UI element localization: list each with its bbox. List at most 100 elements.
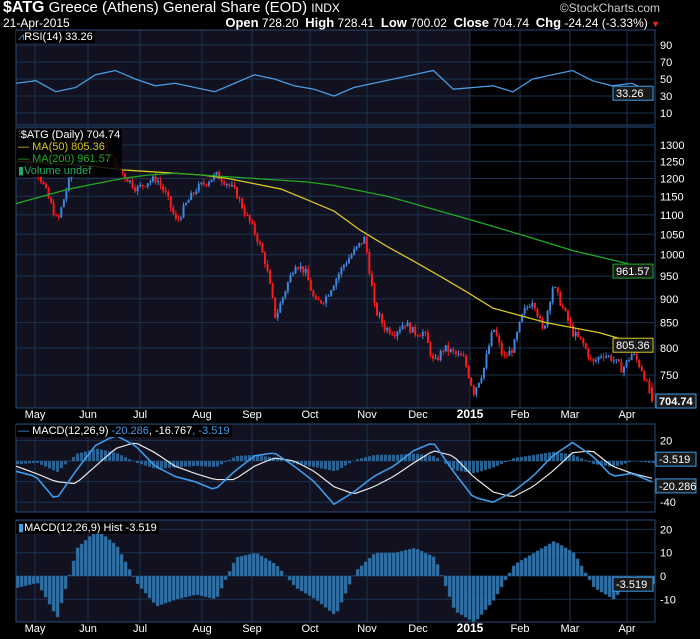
candle-body xyxy=(482,367,485,378)
high-value: 728.41 xyxy=(337,16,375,30)
hist-legend-value: , -3.519 xyxy=(192,425,230,437)
macd-hist-bar xyxy=(244,455,247,461)
hist-bar xyxy=(67,574,72,577)
macd-hist-bar xyxy=(240,455,243,461)
y-tick-label: 70 xyxy=(660,57,672,69)
hist-bar xyxy=(211,575,216,599)
hist-bar xyxy=(491,575,496,601)
hist-bar xyxy=(311,575,316,599)
low-value: 700.02 xyxy=(410,16,447,30)
candle-body xyxy=(276,312,279,318)
macd-hist-bar xyxy=(128,459,131,461)
hist-bar xyxy=(543,545,548,577)
macd-hist-bar xyxy=(288,461,291,463)
candle-body xyxy=(370,273,373,287)
candle-body xyxy=(177,218,180,220)
hist-bar xyxy=(571,552,576,577)
macd-hist-bar xyxy=(640,461,643,462)
macd-hist-bar xyxy=(236,455,239,461)
candle-body xyxy=(174,213,177,219)
hist-bar xyxy=(255,553,260,577)
candle-body xyxy=(253,223,256,234)
hist-bar xyxy=(87,536,92,577)
y-tick-label: 950 xyxy=(660,271,678,283)
candle-body xyxy=(162,185,165,191)
hist-bar xyxy=(403,550,408,577)
candle-body xyxy=(589,357,592,359)
hist-bar xyxy=(243,554,248,577)
macd-hist-bar xyxy=(580,458,583,461)
hist-bar xyxy=(151,575,156,603)
candle-body xyxy=(434,357,437,359)
candle-body xyxy=(220,179,223,183)
hist-bar xyxy=(287,575,292,581)
candle-body xyxy=(233,185,236,188)
candle-body xyxy=(368,252,371,274)
x-tick-label: Jul xyxy=(133,623,147,635)
hist-bar xyxy=(143,575,148,594)
x-tick-label: Aug xyxy=(192,623,212,635)
macd-hist-bar xyxy=(556,452,559,461)
hist-bar xyxy=(231,562,236,577)
x-tick-label: Mar xyxy=(561,409,580,421)
candle-body xyxy=(510,350,513,353)
macd-hist-bar xyxy=(324,461,327,470)
candle-body xyxy=(274,297,277,318)
candle-body xyxy=(452,349,455,352)
candle-body xyxy=(258,241,261,245)
macd-hist-bar xyxy=(112,452,115,461)
candle-body xyxy=(411,326,414,333)
macd-hist-bar xyxy=(360,458,363,461)
candle-body xyxy=(332,286,335,291)
hist-bar xyxy=(527,555,532,577)
hist-bar xyxy=(147,575,152,599)
histogram-icon: ▮ xyxy=(18,522,25,534)
macd-hist-bar xyxy=(524,456,527,461)
candle-body xyxy=(243,208,246,215)
candle-body xyxy=(286,282,289,292)
macd-hist-bar xyxy=(472,461,475,474)
macd-hist-bar xyxy=(60,461,63,469)
candle-body xyxy=(620,361,623,373)
x-tick-label: Dec xyxy=(408,409,428,421)
high-label: High xyxy=(305,15,335,30)
value-tag xyxy=(655,478,697,494)
hist-bar xyxy=(295,575,300,589)
candle-body xyxy=(536,308,539,317)
hist-bar xyxy=(411,548,416,577)
hist-bar xyxy=(439,575,444,577)
candle-body xyxy=(269,270,272,284)
hist-bar xyxy=(359,565,364,577)
candle-body xyxy=(363,236,366,244)
candle-body xyxy=(386,328,389,331)
hist-bar xyxy=(139,575,144,589)
candle-body xyxy=(309,280,312,291)
x-tick-label: Feb xyxy=(511,623,530,635)
candle-body xyxy=(465,356,468,367)
candle-body xyxy=(505,355,508,357)
macd-hist-bar xyxy=(532,454,535,461)
candle-body xyxy=(42,181,45,185)
macd-hist-bar xyxy=(500,461,503,464)
macd-hist-bar xyxy=(344,461,347,466)
macd-hist-bar xyxy=(504,461,507,463)
hist-bar xyxy=(111,542,116,577)
x-tick-label: Sep xyxy=(242,409,262,421)
hist-bar xyxy=(79,543,84,577)
candle-body xyxy=(442,350,445,352)
candle-body xyxy=(197,183,200,192)
candle-body xyxy=(424,332,427,334)
value-tag-text: 704.74 xyxy=(659,396,694,408)
hist-bar xyxy=(531,552,536,577)
hist-bar xyxy=(335,575,340,612)
legend-ma200-text: MA(200) 961.57 xyxy=(32,153,111,165)
candle-body xyxy=(602,356,605,358)
macd-hist-bar xyxy=(408,453,411,461)
macd-legend-prefix: MACD(12,26,9) xyxy=(32,425,109,437)
candle-body xyxy=(493,329,496,332)
macd-legend-value: -20.286 xyxy=(111,425,149,437)
macd-hist-bar xyxy=(464,461,467,472)
macd-hist-bar xyxy=(340,461,343,468)
hist-bar xyxy=(539,548,544,577)
candle-body xyxy=(538,316,541,319)
